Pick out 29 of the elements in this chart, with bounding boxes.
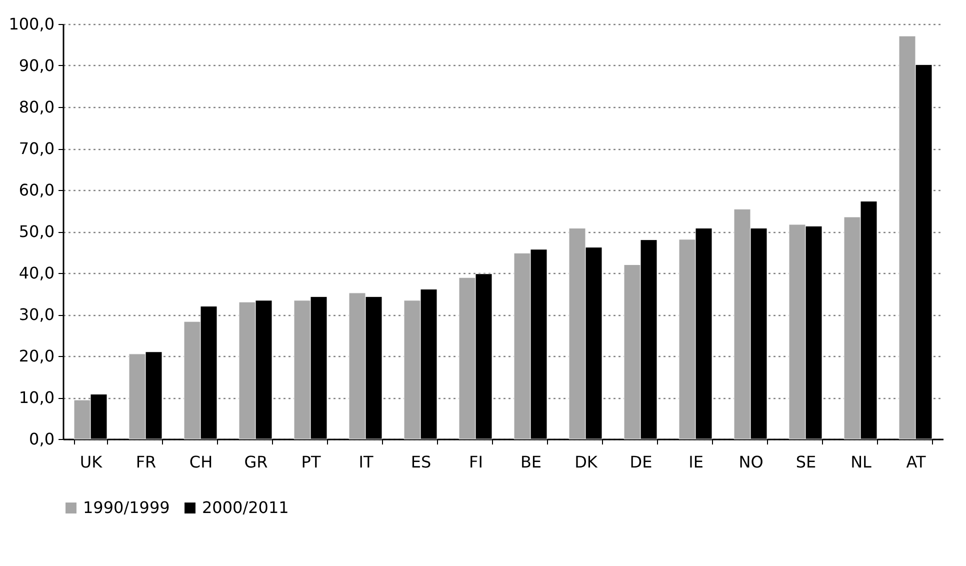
x-tick-label: NL xyxy=(850,452,872,472)
x-tick-label: ES xyxy=(410,452,432,472)
y-tick-label: 0,0 xyxy=(29,430,54,448)
y-tick-label: 100,0 xyxy=(8,14,54,34)
legend-label: 2000/2011 xyxy=(202,498,289,517)
x-tick-label: IT xyxy=(358,452,374,472)
x-tick-label: DE xyxy=(630,452,652,472)
x-tick-label: SE xyxy=(796,452,816,472)
x-tick-label: AT xyxy=(906,452,926,472)
x-tick-label: DK xyxy=(574,452,598,472)
x-tick-label: CH xyxy=(189,452,213,472)
y-tick-label: 40,0 xyxy=(18,264,54,282)
x-tick-label: FI xyxy=(469,452,483,472)
y-tick-label: 50,0 xyxy=(18,222,54,241)
x-tick-label: IE xyxy=(688,452,704,472)
legend-label: 1990/1999 xyxy=(83,498,170,517)
x-tick-label: BE xyxy=(520,452,542,472)
x-tick-label: NO xyxy=(738,452,764,472)
x-tick-label: UK xyxy=(80,452,103,472)
y-tick-label: 90,0 xyxy=(18,56,54,75)
y-tick-label: 60,0 xyxy=(18,180,54,200)
x-tick-label: PT xyxy=(301,452,321,472)
y-tick-label: 70,0 xyxy=(18,139,54,158)
y-tick-label: 10,0 xyxy=(18,388,54,407)
x-tick-label: GR xyxy=(244,452,268,472)
x-tick-label: FR xyxy=(136,452,156,472)
y-tick-label: 20,0 xyxy=(18,346,54,366)
y-tick-label: 30,0 xyxy=(18,305,54,324)
y-tick-label: 80,0 xyxy=(18,98,54,116)
